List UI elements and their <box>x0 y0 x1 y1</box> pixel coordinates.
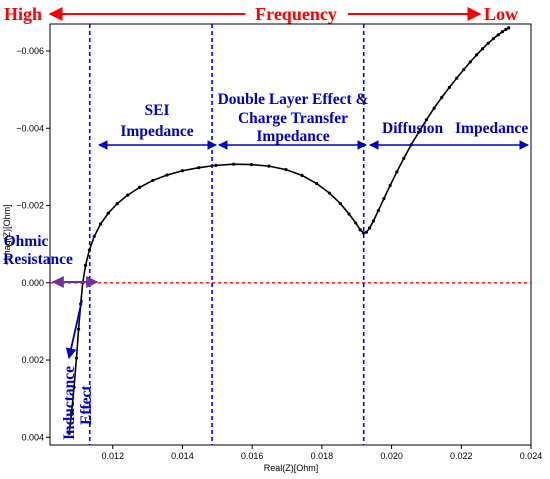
series-line <box>68 27 510 434</box>
data-point <box>382 196 386 201</box>
data-point <box>462 67 466 72</box>
data-point <box>315 181 319 186</box>
data-point <box>151 178 155 183</box>
data-point <box>368 226 372 230</box>
data-point <box>475 53 479 57</box>
data-point <box>440 95 444 99</box>
diffusion-label: Diffusion <box>382 120 444 137</box>
data-point <box>480 47 485 51</box>
data-point <box>447 85 452 89</box>
data-point <box>126 193 130 197</box>
x-tick-label: 0.016 <box>241 451 264 461</box>
data-point <box>327 191 332 195</box>
data-point <box>67 431 71 436</box>
data-point <box>92 234 96 239</box>
x-ticks: 0.012 0.014 0.016 0.018 0.020 0.022 0.024 <box>101 445 542 461</box>
data-point <box>76 327 81 331</box>
data-point <box>417 130 421 134</box>
sei-label-line2: Impedance <box>120 123 193 140</box>
ohmic-label-line1: Ohmic <box>4 233 49 250</box>
data-point <box>347 212 351 216</box>
data-point <box>115 202 119 206</box>
freq-high-label: High <box>4 4 42 24</box>
data-point <box>70 410 74 414</box>
y-tick-label: −0.006 <box>16 46 44 56</box>
data-point <box>87 248 91 252</box>
data-point <box>98 222 103 226</box>
data-point <box>491 37 495 41</box>
data-point <box>232 162 236 166</box>
y-ticks: −0.006 −0.004 −0.002 0.000 0.002 0.004 <box>16 46 50 442</box>
data-point <box>267 164 271 168</box>
inductance-effect-label: Effect <box>78 385 95 425</box>
x-tick-label: 0.012 <box>101 451 124 461</box>
y-tick-label: 0.002 <box>21 355 44 365</box>
data-point <box>468 60 472 64</box>
inductance-arrow <box>65 299 83 360</box>
data-point <box>504 27 508 32</box>
data-point <box>83 263 88 267</box>
y-tick-label: 0.004 <box>21 432 44 442</box>
x-tick-label: 0.020 <box>380 451 403 461</box>
data-point <box>300 173 304 178</box>
ohmic-label-line2: Resistance <box>3 251 73 268</box>
y-axis-label: −Imag(Z)[Ohm] <box>2 204 12 265</box>
data-point <box>284 168 288 172</box>
diffusion-impedance-label: Impedance <box>455 120 528 137</box>
data-point <box>402 156 406 161</box>
data-point <box>106 211 110 215</box>
data-point <box>507 26 511 30</box>
data-point <box>371 219 376 223</box>
plot-frame <box>49 23 532 446</box>
data-point <box>338 202 342 206</box>
data-point <box>496 33 500 37</box>
data-point <box>424 118 429 122</box>
double-layer-label-line3: Impedance <box>256 128 329 145</box>
x-tick-label: 0.022 <box>450 451 473 461</box>
data-point <box>455 76 459 80</box>
data-point <box>432 106 436 110</box>
data-point <box>376 208 380 213</box>
inductance-label: Inductance <box>61 366 78 440</box>
data-point <box>500 30 505 34</box>
data-point <box>214 163 218 167</box>
data-point <box>388 183 392 188</box>
y-tick-label: −0.002 <box>16 201 44 211</box>
double-layer-label-line2: Charge Transfer <box>238 110 348 127</box>
data-point <box>197 166 201 170</box>
data-point <box>137 185 142 189</box>
x-tick-label: 0.018 <box>311 451 334 461</box>
x-tick-label: 0.014 <box>171 451 194 461</box>
data-point <box>72 385 76 389</box>
region-dividers <box>88 24 365 445</box>
data-point <box>249 162 254 167</box>
data-point <box>74 356 79 360</box>
freq-low-label: Low <box>484 4 518 24</box>
x-axis-label: Real(Z)[Ohm] <box>264 463 319 473</box>
data-point <box>395 170 399 174</box>
data-point <box>180 169 185 173</box>
x-tick-label: 0.024 <box>520 451 543 461</box>
sei-label-line1: SEI <box>145 102 170 119</box>
data-points <box>67 26 511 436</box>
data-point <box>362 231 366 235</box>
double-layer-label-line1: Double Layer Effect & <box>218 91 369 108</box>
data-point <box>364 230 369 234</box>
freq-frequency-label: Frequency <box>255 4 337 24</box>
y-tick-label: −0.004 <box>16 123 44 133</box>
data-point <box>354 221 358 225</box>
data-point <box>486 41 490 45</box>
data-point <box>358 228 362 232</box>
y-tick-label: 0.000 <box>21 278 44 288</box>
data-point <box>165 173 169 177</box>
